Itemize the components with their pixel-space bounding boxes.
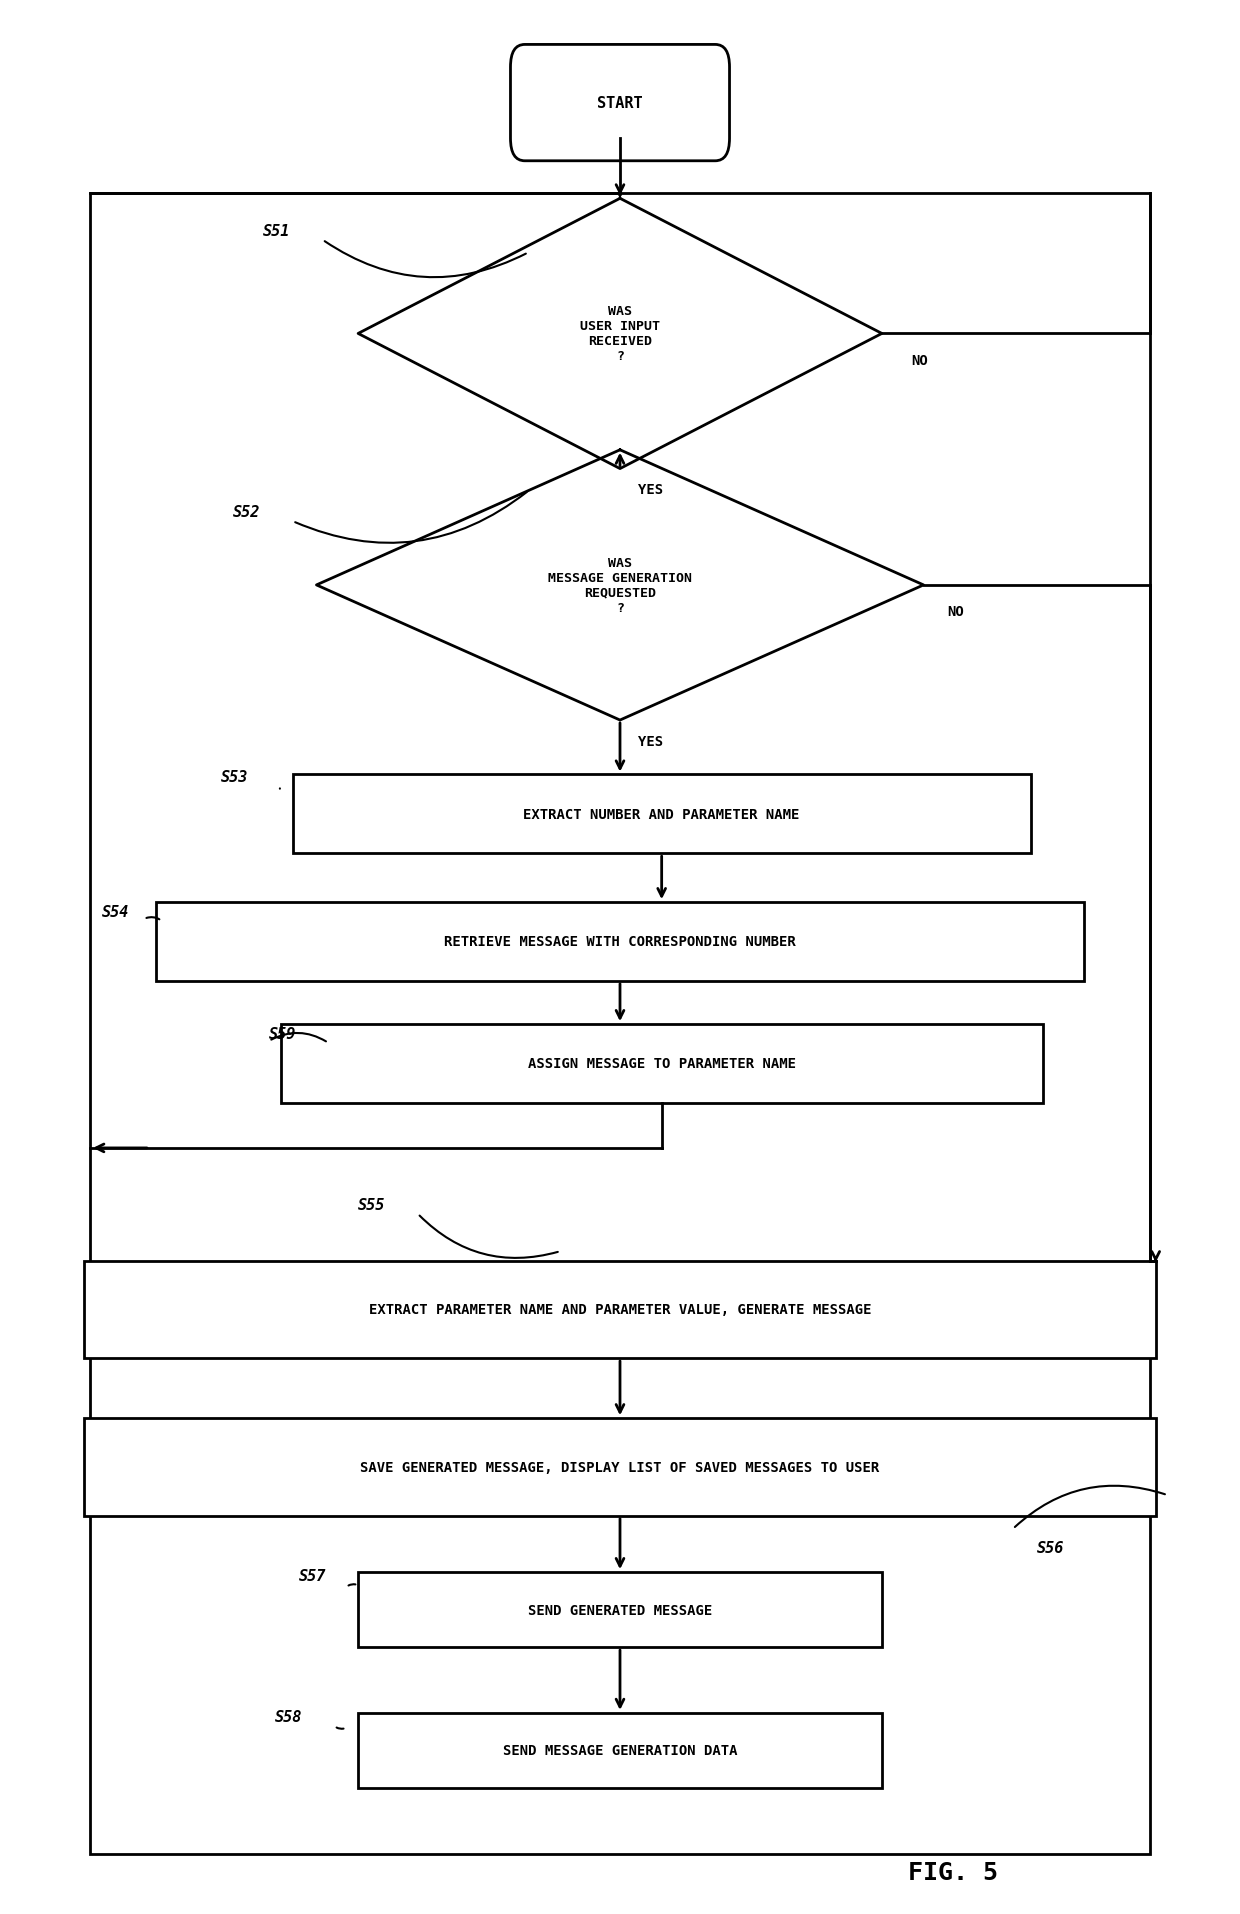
Bar (358, 1571, 882, 1648)
Text: SEND MESSAGE GENERATION DATA: SEND MESSAGE GENERATION DATA (502, 1744, 738, 1757)
Bar (91, 193, 1149, 1853)
Text: S55: S55 (358, 1196, 386, 1212)
Text: SAVE GENERATED MESSAGE, DISPLAY LIST OF SAVED MESSAGES TO USER: SAVE GENERATED MESSAGE, DISPLAY LIST OF … (361, 1460, 879, 1474)
Text: S53: S53 (221, 769, 248, 785)
Text: S59: S59 (269, 1026, 296, 1041)
FancyBboxPatch shape (511, 46, 729, 161)
Text: RETRIEVE MESSAGE WITH CORRESPONDING NUMBER: RETRIEVE MESSAGE WITH CORRESPONDING NUMB… (444, 936, 796, 949)
Text: YES: YES (637, 735, 663, 748)
Bar (293, 775, 1030, 854)
Text: START: START (598, 96, 642, 111)
Text: FIG. 5: FIG. 5 (909, 1860, 998, 1885)
FancyArrowPatch shape (1014, 1485, 1164, 1527)
Bar (280, 1024, 1043, 1102)
Text: NO: NO (947, 605, 965, 618)
Text: WAS
MESSAGE GENERATION
REQUESTED
?: WAS MESSAGE GENERATION REQUESTED ? (548, 557, 692, 614)
Text: NO: NO (911, 354, 929, 367)
FancyArrowPatch shape (325, 241, 526, 278)
Text: S51: S51 (263, 224, 290, 239)
Text: SEND GENERATED MESSAGE: SEND GENERATED MESSAGE (528, 1602, 712, 1617)
FancyArrowPatch shape (419, 1215, 558, 1257)
Bar (358, 1713, 882, 1788)
Text: S57: S57 (299, 1568, 326, 1583)
Text: ASSIGN MESSAGE TO PARAMETER NAME: ASSIGN MESSAGE TO PARAMETER NAME (528, 1057, 796, 1072)
Bar (84, 1261, 1156, 1359)
FancyArrowPatch shape (295, 492, 527, 544)
Text: WAS
USER INPUT
RECEIVED
?: WAS USER INPUT RECEIVED ? (580, 304, 660, 364)
Text: S54: S54 (102, 905, 129, 919)
FancyArrowPatch shape (146, 917, 160, 921)
Bar (156, 903, 1084, 982)
Text: S58: S58 (275, 1709, 303, 1725)
Bar (84, 1418, 1156, 1516)
Text: S52: S52 (233, 505, 260, 521)
Text: YES: YES (637, 482, 663, 498)
Text: EXTRACT PARAMETER NAME AND PARAMETER VALUE, GENERATE MESSAGE: EXTRACT PARAMETER NAME AND PARAMETER VAL… (368, 1303, 872, 1317)
Text: EXTRACT NUMBER AND PARAMETER NAME: EXTRACT NUMBER AND PARAMETER NAME (523, 808, 800, 821)
Text: S56: S56 (1037, 1541, 1064, 1556)
FancyArrowPatch shape (272, 1034, 326, 1041)
